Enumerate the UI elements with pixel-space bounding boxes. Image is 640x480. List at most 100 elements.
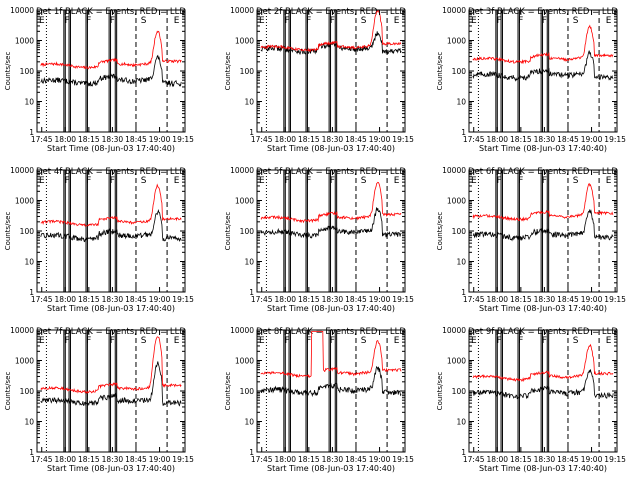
- x-tick-label: 19:00: [149, 135, 171, 144]
- event-marker-label: F: [86, 176, 91, 186]
- x-tick-label: 18:30: [102, 135, 124, 144]
- x-tick-label: 17:45: [31, 135, 53, 144]
- x-tick-label: 19:00: [581, 455, 603, 464]
- x-tick-label: 18:30: [322, 135, 344, 144]
- x-tick-label: 19:00: [369, 295, 391, 304]
- x-tick-label: 17:45: [31, 295, 53, 304]
- x-tick-label: 17:45: [463, 295, 485, 304]
- x-tick-label: 19:15: [392, 455, 414, 464]
- event-marker-label: E: [259, 176, 265, 186]
- event-marker-label: F: [518, 336, 523, 346]
- x-tick-label: 18:15: [510, 455, 532, 464]
- y-axis-label: Counts/sec: [4, 52, 12, 91]
- event-marker-label: E: [606, 16, 612, 26]
- event-marker-label: F: [110, 16, 115, 26]
- event-marker-label: E: [394, 176, 400, 186]
- event-marker-label: E: [606, 336, 612, 346]
- x-tick-label: 17:45: [463, 455, 485, 464]
- series-events-line: [472, 50, 614, 82]
- y-axis-label: Counts/sec: [224, 212, 232, 251]
- y-tick-label: 10: [456, 98, 466, 107]
- y-axis-label: Counts/sec: [436, 52, 444, 91]
- series-events-line: [260, 207, 402, 239]
- event-marker-label: S: [573, 16, 579, 26]
- y-tick-label: 100: [240, 387, 255, 396]
- y-tick-label: 1: [461, 448, 466, 457]
- event-marker-label: E: [606, 176, 612, 186]
- event-marker-label: S: [141, 336, 147, 346]
- series-events-line: [40, 54, 182, 88]
- event-marker-label: E: [174, 16, 180, 26]
- y-tick-label: 10000: [10, 6, 34, 15]
- series-lld-line: [40, 183, 182, 227]
- y-tick-label: 10000: [442, 326, 466, 335]
- y-tick-label: 10000: [10, 166, 34, 175]
- y-tick-label: 10: [244, 98, 254, 107]
- x-tick-label: 18:30: [534, 455, 556, 464]
- y-tick-label: 1: [249, 448, 254, 457]
- x-tick-label: 18:45: [557, 295, 579, 304]
- event-marker-label: F: [330, 16, 335, 26]
- x-tick-label: 18:15: [298, 135, 320, 144]
- event-marker-label: F: [496, 176, 501, 186]
- x-tick-label: 19:00: [149, 455, 171, 464]
- y-axis-label: Counts/sec: [224, 372, 232, 411]
- x-axis-label: Start Time (08-Jun-03 17:40:40): [479, 464, 607, 473]
- y-tick-label: 10000: [230, 166, 254, 175]
- series-events-line: [40, 208, 182, 243]
- y-tick-label: 1000: [235, 357, 254, 366]
- y-tick-label: 10: [456, 258, 466, 267]
- x-tick-label: 18:45: [125, 295, 147, 304]
- event-marker-label: F: [86, 16, 91, 26]
- x-tick-label: 18:45: [345, 135, 367, 144]
- event-marker-label: E: [471, 16, 477, 26]
- event-marker-label: F: [330, 176, 335, 186]
- x-tick-label: 19:15: [604, 135, 626, 144]
- event-marker-label: E: [471, 176, 477, 186]
- series-events-line: [40, 361, 182, 407]
- x-tick-label: 19:00: [369, 455, 391, 464]
- y-tick-label: 10000: [230, 6, 254, 15]
- y-tick-label: 1: [29, 288, 34, 297]
- y-axis-label: Counts/sec: [4, 212, 12, 251]
- y-tick-label: 10000: [10, 326, 34, 335]
- panel-title: Det 1f BLACK = Events, RED = LLD: [36, 7, 186, 17]
- x-tick-label: 18:15: [78, 455, 100, 464]
- event-marker-label: E: [39, 336, 45, 346]
- y-axis-label: Counts/sec: [436, 372, 444, 411]
- y-axis-label: Counts/sec: [4, 372, 12, 411]
- x-tick-label: 18:45: [125, 455, 147, 464]
- y-tick-label: 1000: [235, 197, 254, 206]
- series-events-line: [260, 365, 402, 398]
- x-tick-label: 18:15: [510, 295, 532, 304]
- event-marker-label: S: [361, 16, 367, 26]
- x-tick-label: 18:45: [345, 455, 367, 464]
- series-lld-line: [472, 24, 614, 65]
- y-axis-label: Counts/sec: [436, 212, 444, 251]
- x-tick-label: 19:15: [392, 135, 414, 144]
- event-marker-label: F: [284, 176, 289, 186]
- y-tick-label: 100: [20, 67, 35, 76]
- x-tick-label: 19:15: [172, 135, 194, 144]
- x-tick-label: 18:30: [534, 135, 556, 144]
- x-tick-label: 18:00: [54, 135, 76, 144]
- event-marker-label: E: [394, 336, 400, 346]
- y-tick-label: 100: [20, 387, 35, 396]
- series-lld-line: [260, 331, 402, 379]
- x-tick-label: 19:00: [581, 295, 603, 304]
- y-tick-label: 10: [24, 258, 34, 267]
- event-marker-label: F: [518, 176, 523, 186]
- panel-title: Det 8f BLACK = Events, RED = LLD: [256, 327, 406, 337]
- x-tick-label: 18:45: [557, 135, 579, 144]
- y-tick-label: 1: [461, 128, 466, 137]
- event-marker-label: F: [64, 336, 69, 346]
- panel-title: Det 2f BLACK = Events, RED = LLD: [256, 7, 406, 17]
- x-tick-label: 17:45: [463, 135, 485, 144]
- event-marker-label: E: [394, 16, 400, 26]
- series-lld-line: [40, 30, 182, 70]
- event-marker-label: F: [306, 336, 311, 346]
